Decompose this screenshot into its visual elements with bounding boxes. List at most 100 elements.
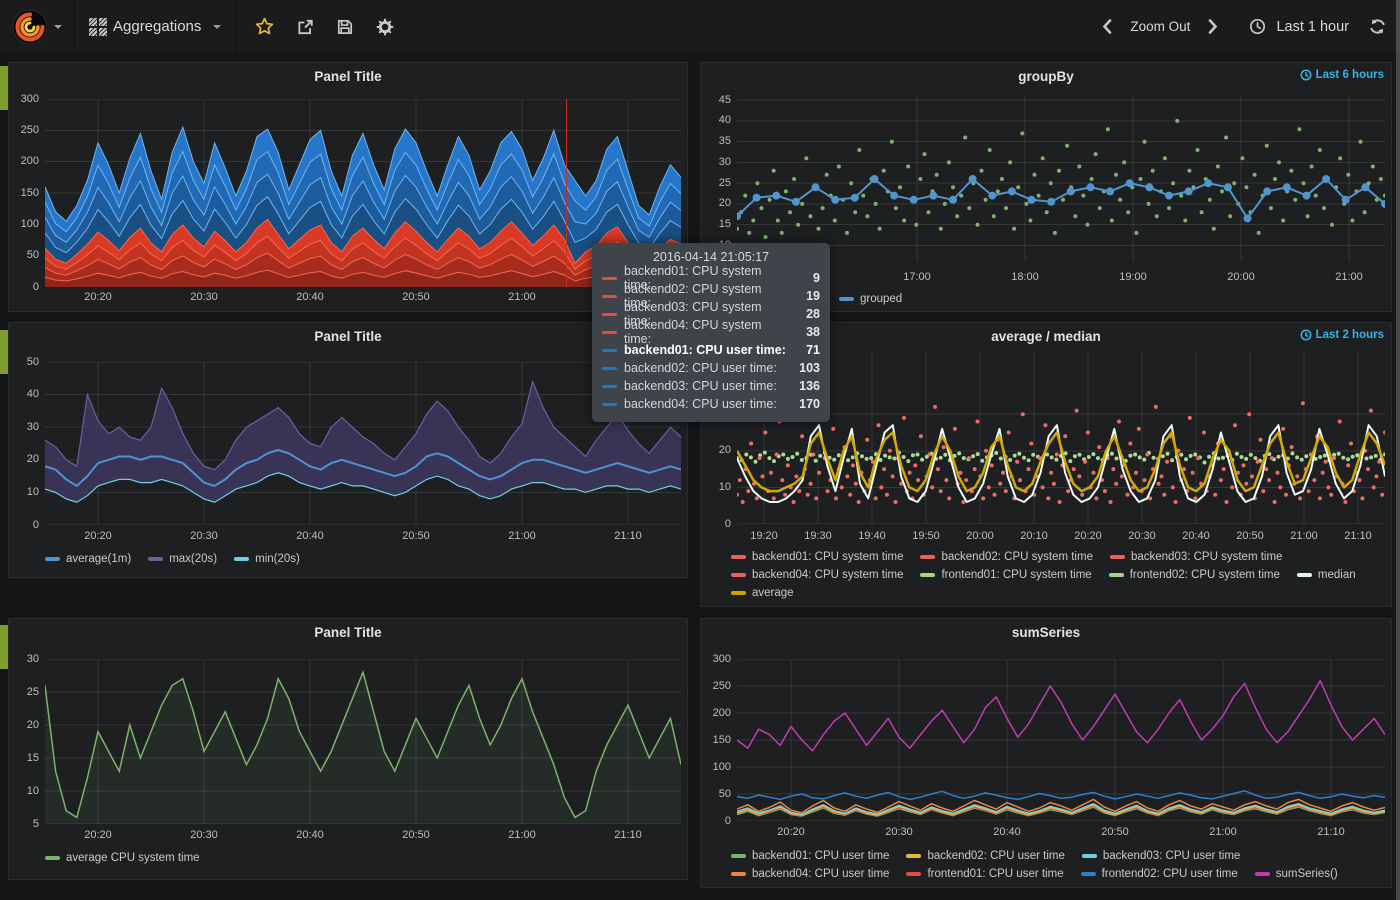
y-axis-tick-label: 0 <box>32 518 39 531</box>
panel-title[interactable]: groupBy <box>1018 69 1074 84</box>
time-range-picker[interactable]: Last 1 hour <box>1276 18 1349 35</box>
legend-item[interactable]: frontend01: CPU system time <box>920 569 1092 581</box>
legend-item[interactable]: backend01: CPU system time <box>731 551 903 563</box>
legend-series-dash <box>1108 573 1124 577</box>
x-axis-tick-label: 21:10 <box>1317 826 1345 838</box>
legend-item[interactable]: backend04: CPU user time <box>731 868 889 880</box>
legend-item[interactable]: average <box>731 587 794 599</box>
x-axis-tick-label: 20:40 <box>993 826 1021 838</box>
legend-series-dash <box>1254 872 1270 876</box>
legend-series-dash <box>920 573 936 577</box>
legend-item[interactable]: frontend01: CPU user time <box>906 868 1064 880</box>
legend-row: backend04: CPU system time frontend01: CP… <box>731 569 1373 581</box>
x-axis-tick-label: 19:00 <box>1119 271 1147 283</box>
tooltip-series-label: backend03: CPU system time: <box>624 300 762 328</box>
tooltip-series-label: backend02: CPU user time: <box>624 361 777 375</box>
legend-item[interactable]: backend04: CPU system time <box>731 569 903 581</box>
gear-icon[interactable] <box>376 18 394 36</box>
chart-canvas-sumseries[interactable] <box>737 659 1385 821</box>
y-axis-tick-label: 20 <box>26 453 39 466</box>
series-max-20s-min-20s- <box>45 379 681 503</box>
legend-item[interactable]: average CPU system time <box>45 852 200 864</box>
y-axis-tick-label: 10 <box>718 480 731 493</box>
legend-item[interactable]: sumSeries() <box>1254 868 1338 880</box>
row-toggle-strip[interactable] <box>0 330 8 374</box>
chevron-right-icon[interactable] <box>1207 18 1220 35</box>
time-override-badge[interactable]: Last 2 hours <box>1300 329 1384 341</box>
grid-lines <box>737 96 1385 262</box>
save-icon[interactable] <box>336 18 354 36</box>
top-navbar: Aggregations Zoom Out <box>0 0 1400 53</box>
legend-item[interactable]: median <box>1296 569 1356 581</box>
legend-item[interactable]: max(20s) <box>148 553 217 565</box>
share-icon[interactable] <box>296 18 314 36</box>
panel-title[interactable]: Panel Title <box>314 625 382 640</box>
series-grouped <box>737 175 1385 223</box>
y-axis-tick-label: 150 <box>20 186 39 199</box>
x-axis-tick-label: 20:30 <box>190 530 218 542</box>
legend-item[interactable]: frontend02: CPU system time <box>1108 569 1280 581</box>
legend-series-label: median <box>1317 569 1356 581</box>
tooltip-series-value: 9 <box>813 271 820 285</box>
legend-item[interactable]: backend03: CPU user time <box>1081 850 1240 862</box>
legend-item[interactable]: average(1m) <box>45 553 131 565</box>
grafana-logo-section[interactable] <box>0 0 75 53</box>
chart-canvas-groupby[interactable] <box>737 96 1385 262</box>
chart-canvas-avg-cpu-system[interactable] <box>45 659 681 824</box>
chart-canvas-stacked-cpu[interactable] <box>45 99 681 287</box>
x-axis-tick-label: 21:00 <box>508 530 536 542</box>
panel-title[interactable]: Panel Title <box>314 329 382 344</box>
zoom-out-button[interactable]: Zoom Out <box>1130 19 1191 34</box>
y-axis-tick-label: 50 <box>26 355 39 368</box>
scrollbar[interactable] <box>1396 0 1400 900</box>
legend-item[interactable]: backend03: CPU system time <box>1109 551 1283 563</box>
tooltip-row: backend01: CPU user time: 71 <box>602 341 820 359</box>
panel-avg-max-min: Panel Title 0 10 20 30 40 50 20:20 20:30 20:40 20:… <box>8 322 688 578</box>
grafana-logo-icon[interactable] <box>12 9 48 45</box>
logo-caret-down-icon <box>54 24 62 29</box>
panel-title[interactable]: average / median <box>991 329 1101 344</box>
star-icon[interactable] <box>255 17 274 36</box>
dashboard-grid-icon <box>89 17 107 36</box>
y-axis-tick-label: 15 <box>26 751 39 764</box>
tooltip-series-dash <box>602 276 617 280</box>
chart-canvas-average-median[interactable] <box>737 352 1385 524</box>
y-axis-tick-label: 10 <box>26 784 39 797</box>
refresh-icon[interactable] <box>1369 18 1386 35</box>
x-axis-tick-label: 21:00 <box>1209 826 1237 838</box>
legend-item[interactable]: backend01: CPU user time <box>731 850 889 862</box>
legend-item[interactable]: grouped <box>839 293 902 305</box>
panel-avg-cpu-system: Panel Title 5 10 15 20 25 30 20:20 20:30 20:40 20:… <box>8 618 688 880</box>
row-toggle-strip[interactable] <box>0 66 8 110</box>
x-axis-tick-label: 21:10 <box>614 829 642 841</box>
y-axis-tick-label: 35 <box>718 135 731 148</box>
legend-series-label: backend03: CPU system time <box>1130 551 1283 563</box>
dashboard-picker[interactable]: Aggregations <box>75 0 237 53</box>
tooltip-series-label: backend03: CPU user time: <box>624 379 777 393</box>
panel-title[interactable]: sumSeries <box>1011 625 1081 640</box>
tooltip-series-value: 103 <box>799 361 820 375</box>
chart-canvas-avg-max-min[interactable] <box>45 362 681 525</box>
legend-item[interactable]: frontend02: CPU user time <box>1080 868 1238 880</box>
panel-title[interactable]: Panel Title <box>314 69 382 84</box>
y-axis-tick-label: 45 <box>718 93 731 106</box>
y-axis-tick-label: 20 <box>26 718 39 731</box>
tooltip-series-value: 38 <box>806 325 820 339</box>
grid-lines <box>737 659 1385 821</box>
x-axis-tick-label: 20:50 <box>1236 530 1264 542</box>
x-axis-tick-label: 20:30 <box>190 829 218 841</box>
chevron-left-icon[interactable] <box>1100 18 1113 35</box>
legend-series-label: frontend02: CPU user time <box>1101 868 1238 880</box>
row-toggle-strip[interactable] <box>0 625 8 669</box>
time-override-badge[interactable]: Last 6 hours <box>1300 69 1384 81</box>
legend-series-dash <box>45 856 60 860</box>
dashboard-caret-down-icon <box>213 24 222 29</box>
y-axis-tick-label: 0 <box>32 280 39 293</box>
legend-item[interactable]: backend02: CPU user time <box>906 850 1065 862</box>
y-axis-tick-label: 5 <box>32 817 39 830</box>
dashboard-title[interactable]: Aggregations <box>113 18 202 35</box>
legend-item[interactable]: min(20s) <box>234 553 300 565</box>
legend-series-dash <box>731 555 746 559</box>
legend-item[interactable]: backend02: CPU system time <box>920 551 1093 563</box>
